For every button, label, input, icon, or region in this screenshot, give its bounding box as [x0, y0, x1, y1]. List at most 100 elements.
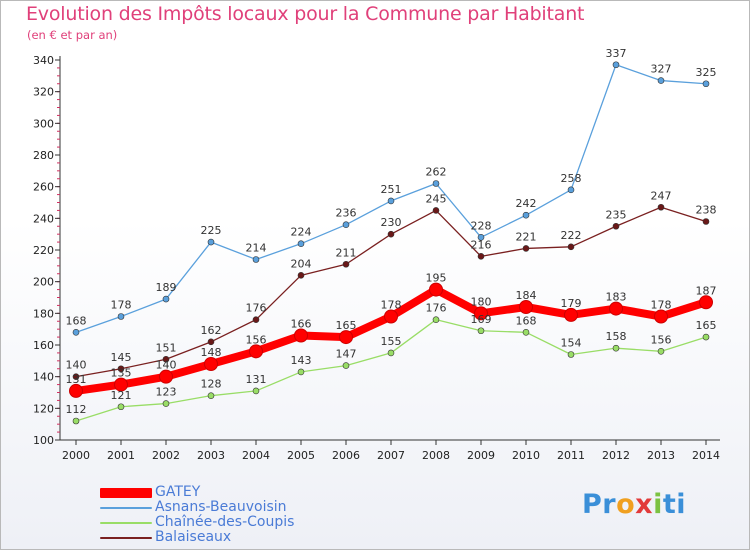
data-point-Chaînée-des-Coupis [387, 349, 395, 357]
data-point-Chaînée-des-Coupis [207, 392, 215, 399]
data-point-GATEY [429, 282, 443, 297]
y-tick-label: 240 [33, 212, 54, 225]
data-point-Balaiseaux [207, 338, 215, 346]
data-label: 176 [426, 302, 447, 315]
y-tick-label: 140 [33, 371, 54, 384]
data-label: 165 [336, 319, 357, 332]
data-label: 148 [201, 346, 222, 359]
chart-subtitle: (en € et par an) [27, 28, 118, 42]
data-point-Balaiseaux [72, 373, 80, 380]
x-tick-label: 2003 [197, 449, 225, 462]
data-point-GATEY [294, 328, 308, 343]
data-label: 221 [516, 230, 537, 243]
data-label: 156 [246, 333, 267, 346]
data-label: 228 [471, 219, 492, 232]
data-point-Chaînée-des-Coupis [117, 403, 125, 411]
x-tick-label: 2010 [512, 449, 540, 462]
data-point-Balaiseaux [702, 218, 710, 225]
data-point-Chaînée-des-Coupis [162, 400, 170, 407]
data-label: 143 [291, 354, 312, 367]
data-point-Asnans-Beauvoisin [567, 186, 575, 194]
x-tick-label: 2012 [602, 449, 630, 462]
data-point-Asnans-Beauvoisin [252, 256, 260, 263]
data-point-GATEY [654, 309, 668, 324]
x-tick-label: 2005 [287, 449, 315, 462]
data-label: 214 [246, 242, 267, 255]
data-label: 158 [606, 330, 627, 343]
data-label: 247 [651, 189, 672, 202]
data-point-Balaiseaux [162, 355, 170, 363]
data-point-Balaiseaux [117, 365, 125, 373]
data-point-GATEY [699, 295, 713, 310]
data-point-Asnans-Beauvoisin [522, 211, 530, 219]
data-point-GATEY [204, 357, 218, 371]
x-tick-label: 2004 [242, 449, 270, 462]
data-point-Chaînée-des-Coupis [297, 368, 305, 376]
x-tick-label: 2002 [152, 449, 180, 462]
data-label: 165 [696, 319, 717, 332]
data-point-Chaînée-des-Coupis [522, 329, 530, 336]
data-label: 189 [156, 281, 177, 294]
y-tick-label: 180 [33, 307, 54, 320]
chart-title: Evolution des Impôts locaux pour la Comm… [26, 3, 585, 25]
data-label: 183 [606, 291, 627, 304]
data-label: 180 [471, 295, 492, 308]
data-point-Asnans-Beauvoisin [432, 180, 440, 187]
data-label: 151 [156, 341, 177, 354]
data-label: 112 [66, 403, 87, 416]
data-point-Asnans-Beauvoisin [297, 240, 305, 247]
y-tick-label: 100 [33, 434, 54, 447]
data-point-GATEY [519, 300, 533, 314]
data-label: 178 [111, 299, 132, 312]
x-tick-label: 2011 [557, 449, 585, 462]
data-point-GATEY [249, 344, 263, 359]
data-label: 184 [516, 289, 537, 302]
data-point-Balaiseaux [657, 203, 665, 211]
legend-label: Balaiseaux [155, 529, 232, 545]
data-label: 145 [111, 351, 132, 364]
data-point-Asnans-Beauvoisin [207, 238, 215, 246]
data-point-GATEY [114, 377, 128, 392]
chart-data-labels: 131 135 140 148 156 166 165 178 195 180 184 179 183 1… [66, 47, 717, 416]
y-tick-label: 280 [33, 149, 54, 162]
data-label: 128 [201, 378, 222, 391]
data-label: 162 [201, 324, 222, 337]
data-point-Chaînée-des-Coupis [432, 316, 440, 323]
x-tick-label: 2009 [467, 449, 495, 462]
data-point-Balaiseaux [387, 230, 395, 238]
data-label: 242 [516, 197, 537, 210]
data-point-Balaiseaux [477, 253, 485, 260]
data-point-Balaiseaux [297, 272, 305, 279]
data-label: 169 [471, 313, 492, 326]
legend-label: Chaînée-des-Coupis [155, 514, 295, 530]
data-label: 204 [291, 257, 312, 270]
legend-swatch [100, 522, 152, 524]
data-point-Balaiseaux [432, 207, 440, 214]
data-label: 168 [516, 314, 537, 327]
y-tick-label: 120 [33, 402, 54, 415]
data-label: 147 [336, 348, 357, 361]
data-point-Asnans-Beauvoisin [72, 329, 80, 336]
x-tick-label: 2001 [107, 449, 135, 462]
data-point-GATEY [474, 306, 488, 321]
chart-series [69, 61, 713, 425]
data-point-GATEY [159, 369, 173, 384]
data-point-Chaînée-des-Coupis [702, 333, 710, 341]
data-label: 155 [381, 335, 402, 348]
data-label: 187 [696, 284, 717, 297]
data-point-Chaînée-des-Coupis [252, 387, 260, 395]
legend-swatch [100, 488, 152, 498]
data-label: 245 [426, 192, 447, 205]
data-point-GATEY [69, 383, 83, 398]
data-point-Asnans-Beauvoisin [387, 197, 395, 205]
y-tick-label: 260 [33, 181, 54, 194]
data-label: 166 [291, 318, 312, 331]
legend-label: Asnans-Beauvoisin [155, 499, 287, 515]
data-label: 327 [651, 63, 672, 76]
y-tick-label: 300 [33, 117, 54, 130]
data-label: 154 [561, 337, 582, 350]
x-tick-label: 2007 [377, 449, 405, 462]
x-tick-label: 2006 [332, 449, 360, 462]
data-point-Balaiseaux [567, 243, 575, 251]
data-label: 251 [381, 183, 402, 196]
